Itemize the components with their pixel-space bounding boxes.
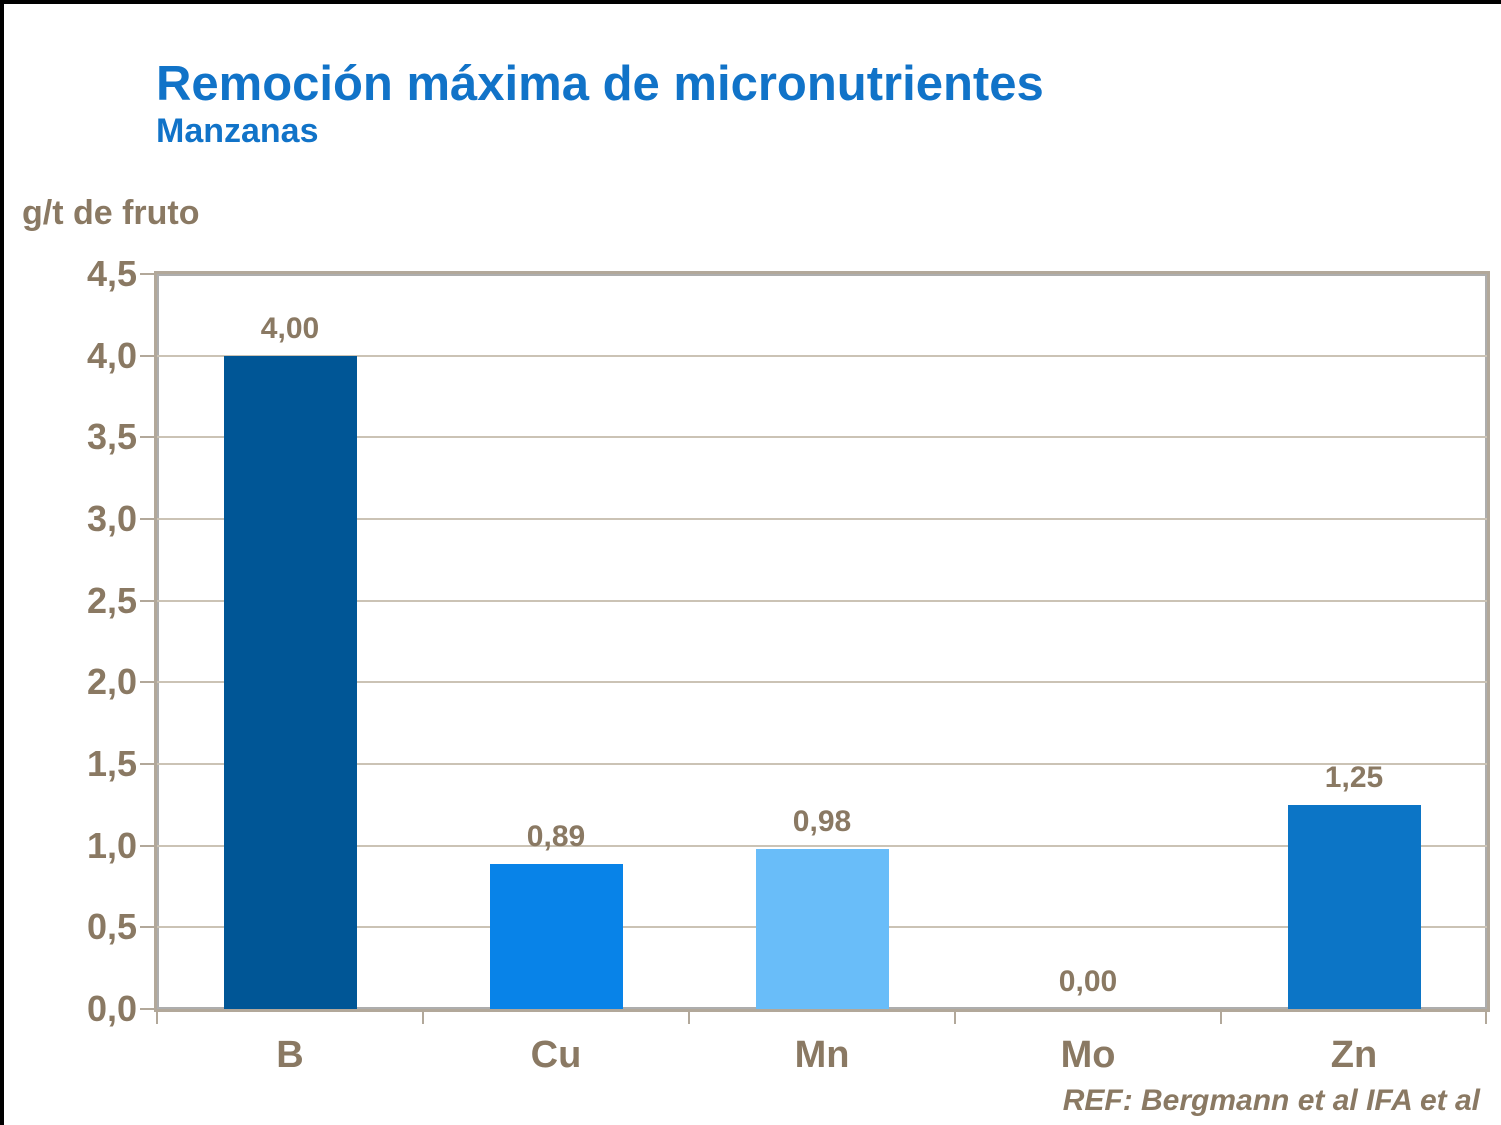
bar [223,355,357,1009]
bar-value-label: 0,98 [792,804,852,838]
chart-title: Remoción máxima de micronutrientes [156,57,1044,111]
y-tick-mark [140,436,154,439]
x-category-label: Mo [1060,1034,1116,1076]
x-tick-mark [1220,1012,1222,1024]
y-tick-mark [140,518,154,520]
bar [1287,804,1421,1009]
gridline [157,763,1487,765]
y-tick-mark [140,273,154,275]
y-tick-mark [140,926,154,929]
gridline [157,354,1487,357]
x-category-label: B [276,1034,304,1076]
y-tick-label: 2,5 [86,579,137,621]
y-tick-label: 2,0 [86,661,137,703]
y-tick-label: 1,0 [86,824,137,866]
bar [755,848,889,1009]
gridline [157,681,1487,684]
y-tick-label: 1,5 [86,743,137,784]
chart-subtitle: Manzanas [156,112,319,150]
x-tick-mark [688,1012,690,1024]
bar-value-label: 4,00 [260,311,320,345]
x-tick-mark [1485,1012,1487,1024]
x-category-label: Mn [794,1034,850,1076]
y-tick-label: 3,0 [86,498,137,539]
y-tick-label: 4,0 [86,334,137,376]
y-tick-label: 3,5 [86,416,137,458]
y-tick-mark [140,763,154,765]
gridline [157,436,1487,439]
plot-area: 0,0 0,5 1,0 1,5 2,0 2,5 3,0 3,5 4,0 4,5 4,00 B 0,89 C… [87,253,1490,1076]
y-tick-mark [140,599,154,602]
bar-value-label: 0,89 [526,819,586,853]
gridline [157,599,1487,602]
x-tick-mark [954,1012,956,1024]
x-category-label: Zn [1330,1034,1378,1076]
y-axis-title: g/t de fruto [22,194,200,232]
gridline [157,518,1487,520]
x-tick-mark [156,1012,158,1024]
y-tick-mark [140,1008,154,1010]
y-tick-mark [140,844,154,847]
y-tick-label: 0,5 [86,906,137,948]
y-tick-label: 0,0 [86,988,137,1029]
gridline [157,844,1487,847]
y-tick-mark [140,681,154,684]
bar-value-label: 0,00 [1058,965,1118,998]
x-category-label: Cu [530,1034,582,1076]
bar [489,863,623,1009]
y-tick-label: 4,5 [86,253,137,294]
bar-value-label: 1,25 [1324,760,1384,794]
x-tick-mark [422,1012,424,1024]
reference-text: REF: Bergmann et al IFA et al [1062,1084,1480,1117]
y-tick-mark [140,354,154,357]
